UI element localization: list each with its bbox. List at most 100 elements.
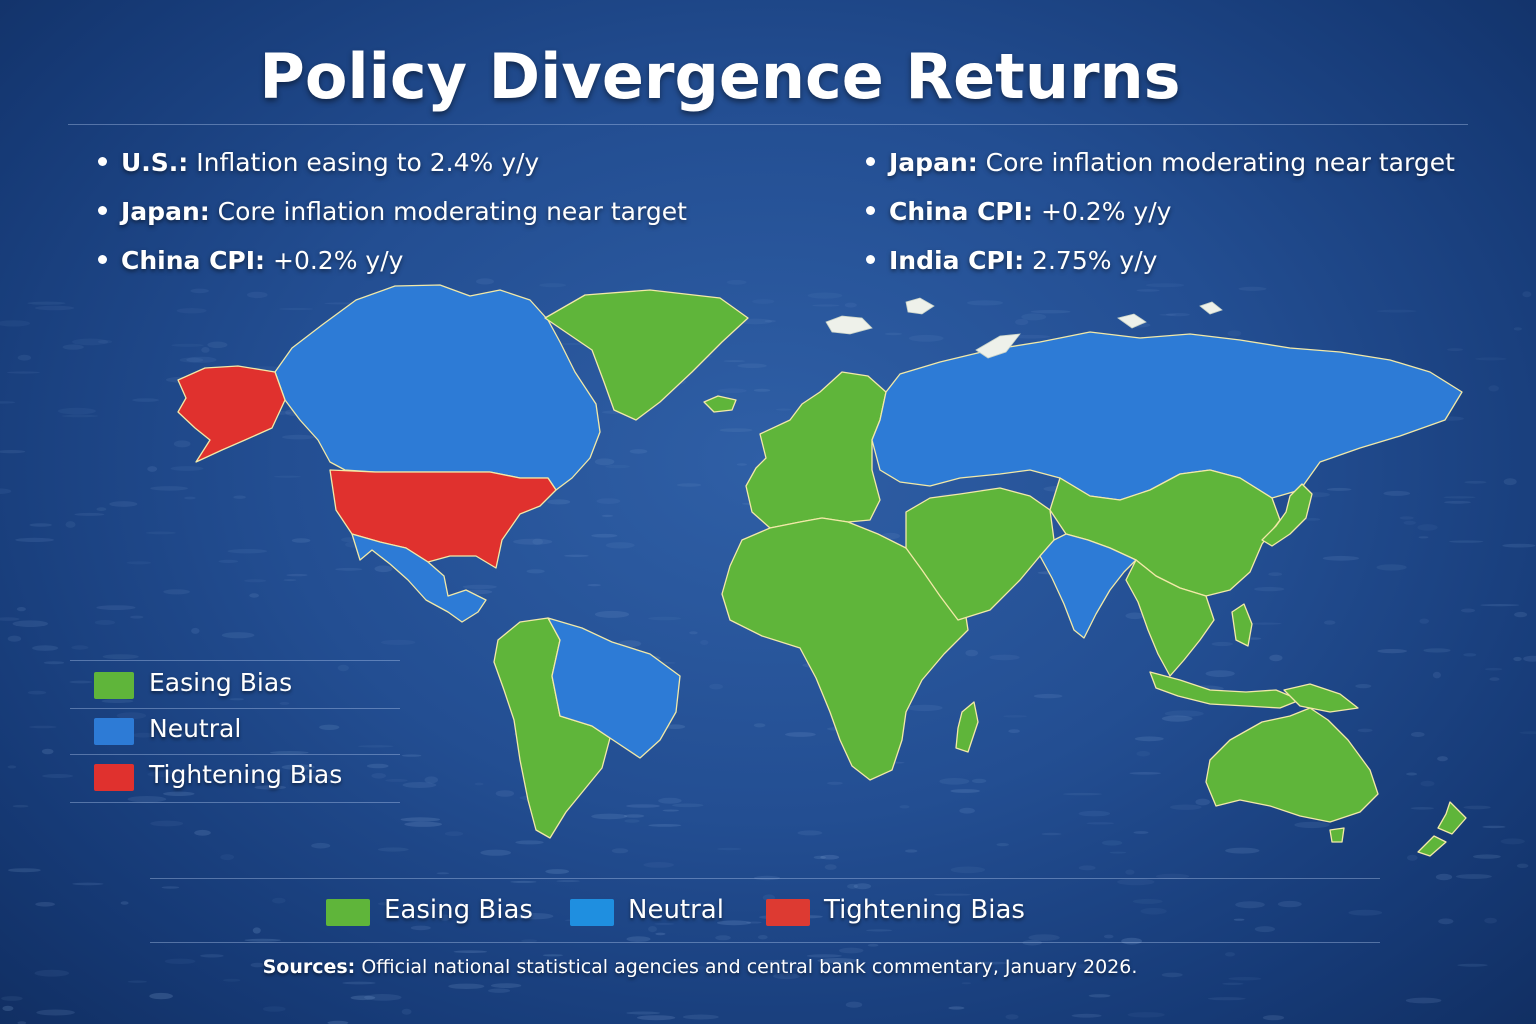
ocean-speckle [163, 791, 195, 796]
ocean-speckle [404, 821, 443, 827]
ocean-speckle [950, 866, 985, 874]
ocean-speckle [1348, 909, 1383, 916]
arctic-island [1199, 301, 1223, 315]
ocean-speckle [366, 763, 389, 769]
legend-divider [70, 708, 400, 709]
ocean-speckle [1407, 854, 1418, 861]
ocean-speckle [1003, 715, 1028, 718]
legend-swatch-neutral [94, 718, 134, 745]
page-title: Policy Divergence Returns [259, 40, 1181, 113]
ocean-speckle [556, 880, 580, 883]
ocean-speckle [149, 992, 173, 1000]
ocean-speckle [1015, 318, 1029, 326]
ocean-speckle [1127, 1012, 1165, 1018]
ocean-speckle [72, 882, 104, 886]
ocean-speckle [488, 988, 511, 993]
arctic-island [905, 297, 935, 315]
ocean-speckle [218, 559, 239, 564]
ocean-speckle [542, 954, 564, 957]
ocean-speckle [35, 902, 55, 907]
bullet-dot-icon [866, 254, 875, 264]
ocean-speckle [648, 616, 682, 621]
ocean-speckle [1399, 516, 1414, 520]
ocean-speckle [845, 1001, 863, 1008]
ocean-speckle [127, 796, 167, 803]
ocean-speckle [291, 538, 311, 543]
ocean-speckle [1277, 900, 1302, 908]
ocean-speckle [1071, 964, 1112, 969]
ocean-speckle [1357, 728, 1373, 733]
ocean-speckle [401, 1008, 412, 1015]
ocean-speckle [1294, 821, 1330, 829]
ocean-speckle [244, 579, 267, 583]
ocean-speckle [157, 722, 168, 729]
ocean-speckle [1125, 869, 1135, 875]
region-japan [1261, 483, 1313, 547]
ocean-speckle [948, 1006, 965, 1010]
ocean-speckle [1125, 612, 1145, 620]
legend-swatch-neutral [570, 899, 614, 926]
ocean-speckle [273, 475, 301, 478]
ocean-speckle [249, 593, 259, 598]
ocean-speckle [1503, 478, 1517, 486]
ocean-speckle [1519, 731, 1536, 735]
ocean-speckle [966, 300, 1004, 306]
ocean-speckle [184, 496, 196, 500]
bullet-key: China CPI: [121, 246, 266, 275]
ocean-speckle [74, 512, 105, 516]
ocean-speckle [738, 318, 773, 325]
bullet-dot-icon [866, 205, 875, 215]
ocean-speckle [1238, 286, 1267, 291]
ocean-speckle [57, 407, 96, 415]
ocean-speckle [1205, 670, 1235, 677]
ocean-speckle [753, 388, 771, 392]
ocean-speckle [337, 664, 349, 672]
ocean-speckle [737, 363, 767, 369]
ocean-speckle [17, 1021, 27, 1024]
ocean-speckle [41, 748, 54, 755]
ocean-speckle [655, 932, 666, 936]
ocean-speckle [746, 921, 762, 924]
ocean-speckle [272, 897, 286, 904]
ocean-speckle [453, 950, 488, 953]
ocean-speckle [98, 339, 112, 344]
ocean-speckle [474, 782, 484, 786]
ocean-speckle [950, 789, 980, 793]
ocean-speckle [1417, 524, 1438, 531]
ocean-speckle [1224, 952, 1236, 957]
bullet-dot-icon [98, 205, 107, 215]
ocean-speckle [1, 996, 23, 1001]
ocean-speckle [515, 913, 554, 920]
region-mexico-central-america [351, 533, 487, 623]
ocean-speckle [444, 831, 464, 836]
ocean-speckle [1475, 357, 1507, 361]
ocean-speckle [17, 354, 32, 361]
ocean-speckle [965, 649, 978, 657]
ocean-speckle [200, 954, 224, 958]
ocean-speckle [147, 771, 187, 778]
ocean-speckle [996, 843, 1009, 847]
ocean-speckle [16, 607, 26, 612]
ocean-speckle [109, 501, 138, 507]
ocean-speckle [1376, 309, 1417, 313]
bullet-key: India CPI: [889, 246, 1025, 275]
ocean-speckle [279, 701, 290, 705]
ocean-speckle [42, 774, 74, 778]
ocean-speckle [908, 334, 944, 342]
ocean-speckle [400, 817, 441, 822]
bullet-item: China CPI: +0.2% y/y [866, 197, 1455, 246]
ocean-speckle [1078, 865, 1096, 871]
ocean-speckle [102, 654, 139, 660]
sources-divider [150, 942, 1380, 943]
ocean-speckle [1228, 977, 1262, 981]
ocean-speckle [709, 683, 723, 690]
ocean-speckle [374, 565, 393, 573]
sources-text: Official national statistical agencies a… [355, 956, 1138, 978]
ocean-speckle [252, 927, 261, 934]
ocean-speckle [539, 283, 566, 288]
ocean-speckle [820, 854, 840, 860]
ocean-speckle [1136, 289, 1160, 292]
ocean-speckle [490, 983, 522, 988]
ocean-speckle [164, 958, 196, 964]
ocean-speckle [101, 699, 134, 703]
